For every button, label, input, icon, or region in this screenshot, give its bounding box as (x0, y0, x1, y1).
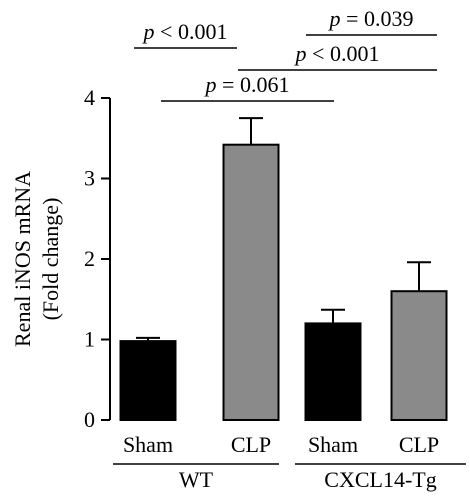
group-label: WT (179, 467, 214, 492)
bar-3 (304, 322, 362, 421)
y-axis-title-line2: (Fold change) (38, 198, 63, 321)
p-value-label: p = 0.061 (204, 72, 290, 97)
bars (119, 143, 448, 422)
p-symbol: p (294, 41, 307, 66)
p-value-text: = 0.039 (341, 6, 414, 31)
p-value-text: < 0.001 (307, 41, 380, 66)
y-axis-title: Renal iNOS mRNA (Fold change) (10, 171, 63, 347)
p-symbol: p (142, 19, 155, 44)
group-label: CXCL14-Tg (324, 467, 436, 492)
x-category-label: CLP (231, 432, 271, 457)
p-symbol: p (204, 72, 217, 97)
x-axis-labels: Sham CLP Sham CLP (123, 432, 439, 457)
y-tick-label: 1 (84, 327, 95, 352)
bar-1 (119, 340, 177, 421)
y-axis-title-line1: Renal iNOS mRNA (10, 171, 35, 347)
x-category-label: Sham (308, 432, 358, 457)
p-symbol: p (328, 6, 341, 31)
p-value-label: p < 0.001 (294, 41, 380, 66)
error-bars (136, 117, 431, 342)
y-tick-label: 4 (84, 85, 95, 110)
y-axis: 0 1 2 3 4 (84, 85, 111, 432)
p-value-text: = 0.061 (217, 72, 290, 97)
bar-2 (222, 143, 280, 421)
y-tick-label: 0 (84, 407, 95, 432)
x-category-label: CLP (399, 432, 439, 457)
group-labels: WT CXCL14-Tg (113, 463, 466, 492)
bar-4 (390, 290, 448, 422)
y-tick-label: 3 (84, 166, 95, 191)
p-value-label: p = 0.039 (328, 6, 414, 31)
x-category-label: Sham (123, 432, 173, 457)
y-tick-label: 2 (84, 246, 95, 271)
p-value-label: p < 0.001 (142, 19, 228, 44)
p-value-text: < 0.001 (155, 19, 228, 44)
